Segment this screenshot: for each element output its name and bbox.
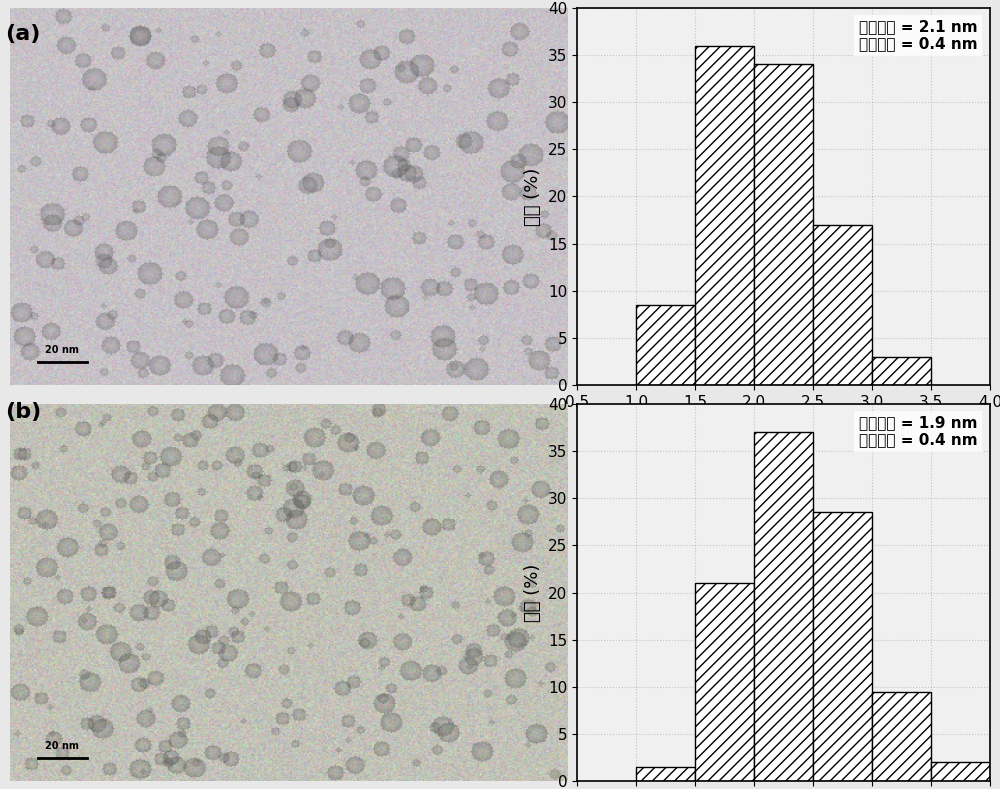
Bar	[636, 767, 695, 781]
Bar	[872, 691, 931, 781]
Bar	[931, 762, 990, 781]
X-axis label: 直径 (nm): 直径 (nm)	[748, 415, 819, 433]
Text: 平均直径 = 1.9 nm
标准偏差 = 0.4 nm: 平均直径 = 1.9 nm 标准偏差 = 0.4 nm	[859, 415, 978, 447]
Bar	[813, 512, 872, 781]
Bar	[813, 225, 872, 385]
Bar	[695, 583, 754, 781]
Bar	[636, 305, 695, 385]
Text: (a): (a)	[5, 24, 40, 43]
Bar	[695, 46, 754, 385]
Text: 平均直径 = 2.1 nm
标准偏差 = 0.4 nm: 平均直径 = 2.1 nm 标准偏差 = 0.4 nm	[859, 19, 978, 51]
Y-axis label: 频率 (%): 频率 (%)	[524, 167, 542, 226]
Text: (b): (b)	[5, 402, 41, 422]
Bar	[754, 432, 813, 781]
Text: 20 nm: 20 nm	[45, 345, 79, 355]
Bar	[754, 65, 813, 385]
Text: 20 nm: 20 nm	[45, 741, 79, 751]
Bar	[872, 357, 931, 385]
Y-axis label: 频率 (%): 频率 (%)	[524, 563, 542, 622]
